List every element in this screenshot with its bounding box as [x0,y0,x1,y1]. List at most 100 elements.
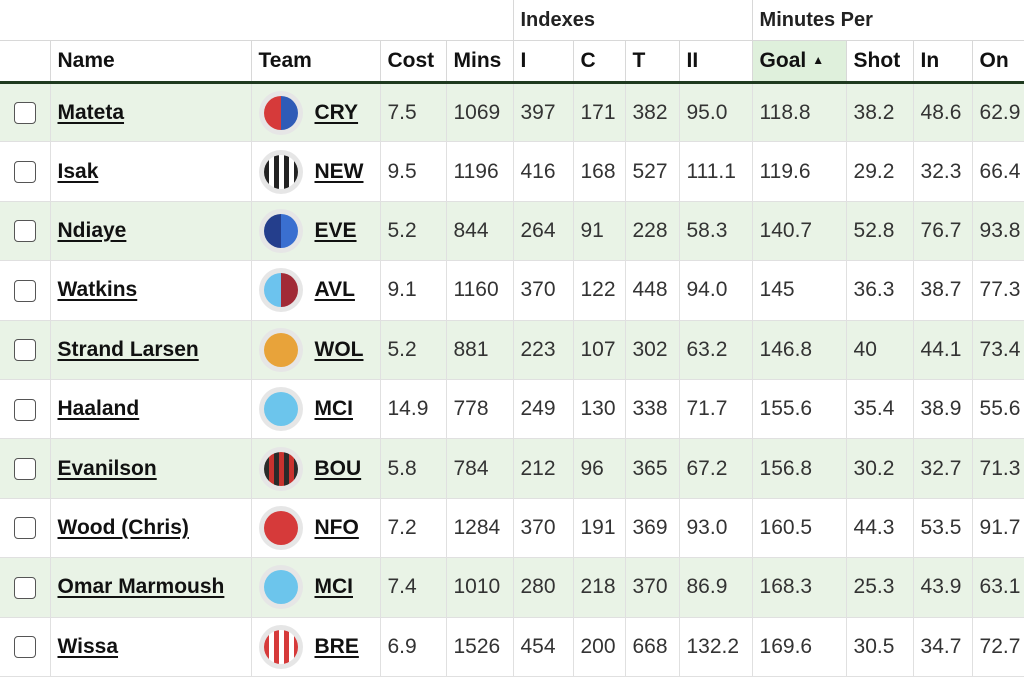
shot-cell: 35.4 [845,379,914,440]
cost-cell: 5.2 [379,201,446,262]
i-cell: 454 [512,617,573,677]
name-cell: Omar Marmoush [49,557,251,618]
player-name-link[interactable]: Mateta [57,100,125,124]
table-row: Mateta CRY 7.5 1069 397 171 382 95.0 118.8 38.2 48… [0,82,1024,143]
row-select-cell [0,320,50,380]
cost-cell: 5.2 [379,320,446,380]
team-colors-icon [263,392,298,427]
row-checkbox[interactable] [13,398,36,421]
mins-cell: 1196 [445,141,513,202]
ii-cell: 67.2 [678,438,753,499]
ii-cell: 93.0 [678,498,753,559]
column-header-name[interactable]: Name [49,40,251,84]
t-cell: 365 [624,438,679,499]
player-name-link[interactable]: Isak [57,159,99,183]
column-header-i[interactable]: I [512,40,573,84]
c-cell: 91 [572,201,625,262]
on-cell: 66.4 [971,141,1024,202]
in-cell: 43.9 [912,557,973,618]
player-name-link[interactable]: Strand Larsen [57,337,199,361]
column-header-team[interactable]: Team [250,40,380,84]
column-header-t[interactable]: T [624,40,679,84]
player-name-link[interactable]: Evanilson [57,456,157,480]
group-header-minutes-per: Minutes Per [751,0,1024,41]
row-checkbox[interactable] [13,339,36,362]
row-checkbox[interactable] [13,220,36,243]
column-header-c[interactable]: C [572,40,625,84]
row-select-cell [0,438,50,499]
row-checkbox[interactable] [13,457,36,480]
goal-cell: 146.8 [751,320,847,380]
row-checkbox[interactable] [13,636,36,659]
team-link[interactable]: BOU [314,456,362,480]
team-link[interactable]: NEW [314,159,364,183]
c-cell: 107 [572,320,625,380]
team-colors-icon [263,332,298,367]
row-checkbox[interactable] [13,102,36,125]
goal-cell: 155.6 [751,379,847,440]
team-link[interactable]: AVL [314,278,355,302]
team-badge-icon [258,505,303,550]
team-badge-icon [258,446,303,491]
mins-cell: 1526 [445,617,513,677]
table-row: Omar Marmoush MCI 7.4 1010 280 218 370 86.9 168.… [0,557,1024,618]
in-cell: 32.7 [912,438,973,499]
goal-cell: 119.6 [751,141,847,202]
goal-cell: 168.3 [751,557,847,618]
player-name-link[interactable]: Wissa [57,634,119,658]
t-cell: 382 [624,82,679,143]
player-name-link[interactable]: Wood (Chris) [57,515,189,539]
player-name-link[interactable]: Omar Marmoush [57,575,225,599]
team-badge-icon [258,565,303,610]
column-header-in[interactable]: In [912,40,973,84]
i-cell: 397 [512,82,573,143]
team-cell: NEW [250,141,380,202]
player-name-link[interactable]: Watkins [57,278,138,302]
table-row: Ndiaye EVE 5.2 844 264 91 228 58.3 140.7 52.8 76.7… [0,201,1024,262]
player-name-link[interactable]: Ndiaye [57,218,127,242]
on-cell: 63.1 [971,557,1024,618]
row-checkbox[interactable] [13,161,36,184]
cost-cell: 7.4 [379,557,446,618]
ii-cell: 58.3 [678,201,753,262]
on-cell: 71.3 [971,438,1024,499]
t-cell: 527 [624,141,679,202]
i-cell: 370 [512,260,573,321]
mins-cell: 1010 [445,557,513,618]
team-link[interactable]: MCI [314,397,354,421]
team-link[interactable]: MCI [314,575,354,599]
table-row: Wissa BRE 6.9 1526 454 200 668 132.2 169.6 30.5 34… [0,617,1024,677]
c-cell: 171 [572,82,625,143]
name-cell: Strand Larsen [49,320,251,380]
team-badge-icon [258,327,303,372]
shot-cell: 30.5 [845,617,914,677]
mins-cell: 1160 [445,260,513,321]
table-row: Strand Larsen WOL 5.2 881 223 107 302 63.2 146.8… [0,320,1024,380]
row-checkbox[interactable] [13,279,36,302]
team-link[interactable]: NFO [314,515,359,539]
team-cell: NFO [250,498,380,559]
column-header-goal-label: Goal [759,49,807,72]
column-header-on[interactable]: On [971,40,1024,84]
column-header-shot[interactable]: Shot [845,40,914,84]
column-header-mins[interactable]: Mins [445,40,513,84]
c-cell: 218 [572,557,625,618]
t-cell: 448 [624,260,679,321]
team-link[interactable]: BRE [314,634,359,658]
team-link[interactable]: CRY [314,100,359,124]
column-group-header-row: Indexes Minutes Per [0,0,1024,41]
team-link[interactable]: WOL [314,337,364,361]
column-header-cost[interactable]: Cost [379,40,446,84]
ii-cell: 94.0 [678,260,753,321]
column-header-ii[interactable]: II [678,40,753,84]
row-checkbox[interactable] [13,517,36,540]
team-link[interactable]: EVE [314,218,357,242]
column-header-goal[interactable]: Goal ▲ [751,40,847,84]
ii-cell: 132.2 [678,617,753,677]
row-checkbox[interactable] [13,576,36,599]
player-name-link[interactable]: Haaland [57,397,140,421]
cost-cell: 14.9 [379,379,446,440]
team-colors-icon [263,451,298,486]
t-cell: 668 [624,617,679,677]
